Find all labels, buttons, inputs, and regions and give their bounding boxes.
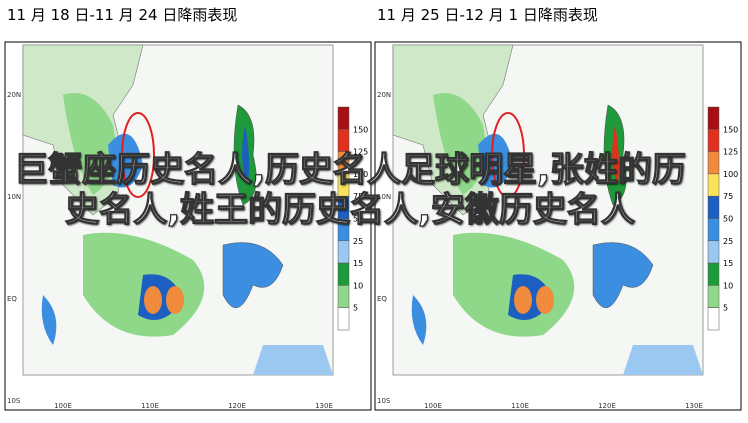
panel-title: 11 月 18 日-11 月 24 日降雨表现 [7, 6, 237, 24]
legend-label: 15 [353, 259, 363, 268]
lat-label: 20N [377, 91, 391, 99]
legend-swatch [707, 285, 720, 308]
highlight-circle [491, 112, 525, 198]
panel-title: 11 月 25 日-12 月 1 日降雨表现 [377, 6, 598, 24]
legend-label: 25 [353, 237, 363, 246]
rain [536, 286, 554, 314]
rain [144, 286, 162, 314]
legend-swatch [337, 151, 350, 175]
lon-label: 130E [685, 402, 703, 410]
legend-swatch [337, 262, 350, 286]
legend-label: 50 [723, 215, 733, 224]
lat-label: 10N [7, 193, 21, 201]
legend-label: 100 [723, 170, 738, 179]
legend-swatch [707, 218, 720, 242]
legend-label: 25 [723, 237, 733, 246]
land [592, 242, 654, 308]
lat-label: 10S [377, 397, 391, 405]
rain [478, 133, 513, 188]
legend-label: 100 [353, 170, 368, 179]
legend-label: 150 [723, 125, 738, 134]
legend-swatch [337, 307, 350, 331]
legend-swatch [707, 262, 720, 286]
legend-swatch [707, 106, 720, 130]
lat-label: 10S [7, 397, 21, 405]
legend-swatch [337, 195, 350, 219]
legend-label: 75 [723, 192, 733, 201]
lat-label: 20N [7, 91, 21, 99]
legend-label: 10 [723, 281, 733, 290]
lon-label: 110E [511, 402, 529, 410]
legend-label: 75 [353, 192, 363, 201]
land [253, 345, 333, 375]
map-shapes [22, 44, 333, 375]
legend-swatch [337, 129, 350, 152]
rain [411, 295, 427, 345]
lon-label: 100E [54, 402, 72, 410]
legend-swatch [707, 151, 720, 175]
rain [108, 133, 143, 188]
lat-label: EQ [377, 295, 387, 303]
legend-swatch [707, 195, 720, 219]
legend-swatch [337, 240, 350, 264]
legend-label: 5 [353, 304, 358, 313]
lon-label: 120E [598, 402, 616, 410]
legend-label: 50 [353, 215, 363, 224]
legend-label: 5 [723, 304, 728, 313]
rain [612, 125, 619, 185]
legend-swatch [707, 240, 720, 264]
lat-label: 10N [377, 193, 391, 201]
legend-swatch [337, 106, 350, 130]
rain [41, 295, 57, 345]
rain [63, 93, 116, 195]
legend-label: 15 [723, 259, 733, 268]
legend-swatch [707, 129, 720, 152]
lon-label: 100E [424, 402, 442, 410]
rain [166, 286, 184, 314]
legend-swatch [337, 173, 350, 197]
legend-label: 150 [353, 125, 368, 134]
lon-label: 110E [141, 402, 159, 410]
legend-swatch [707, 173, 720, 197]
legend-swatch [707, 307, 720, 331]
land [623, 345, 703, 375]
rain [242, 125, 249, 185]
legend-label: 125 [353, 148, 368, 157]
lat-label: EQ [7, 295, 17, 303]
rain [514, 286, 532, 314]
lon-label: 120E [228, 402, 246, 410]
rain [433, 93, 486, 195]
highlight-circle [121, 112, 155, 198]
legend-label: 125 [723, 148, 738, 157]
map-shapes [392, 44, 703, 375]
legend-label: 10 [353, 281, 363, 290]
legend-swatch [337, 285, 350, 308]
land [222, 242, 284, 308]
legend-swatch [337, 218, 350, 242]
lon-label: 130E [315, 402, 333, 410]
